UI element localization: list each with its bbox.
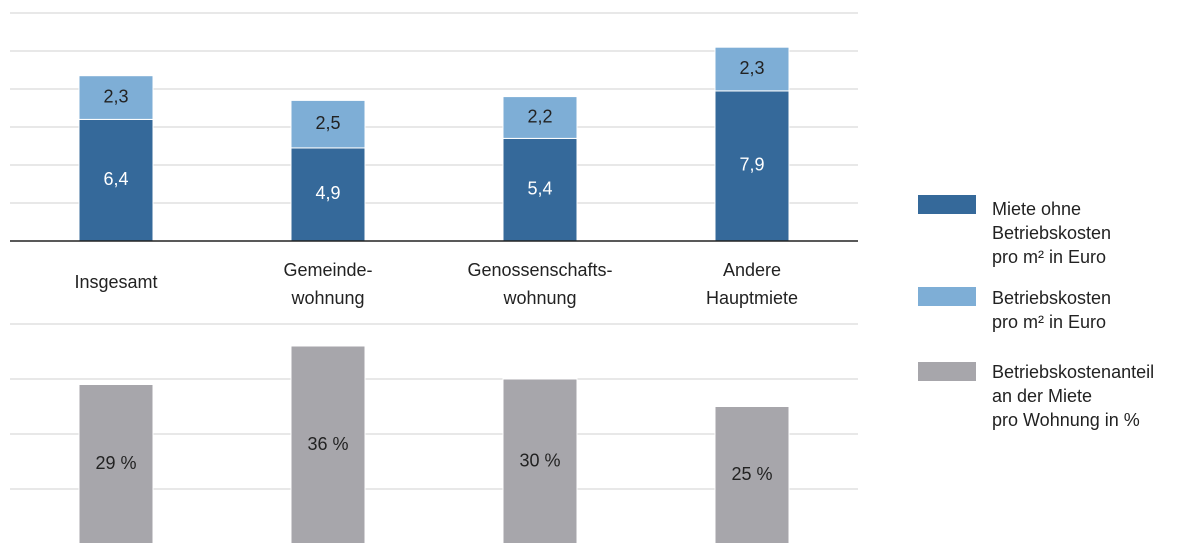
value-label: 7,9 (739, 155, 764, 175)
bar (714, 406, 790, 543)
value-label: 6,4 (103, 169, 128, 189)
x-tick-label: Insgesamt (74, 272, 157, 292)
legend-label: pro m² in Euro (992, 312, 1106, 332)
legend-label: Betriebskosten (992, 288, 1111, 308)
value-label: 2,5 (315, 113, 340, 133)
x-tick-label: wohnung (502, 288, 576, 308)
value-label: 5,4 (527, 178, 552, 198)
bar (290, 345, 366, 543)
x-tick-label: Gemeinde- (283, 260, 372, 280)
value-label: 4,9 (315, 183, 340, 203)
x-tick-label: Andere (723, 260, 781, 280)
legend-label: pro m² in Euro (992, 247, 1106, 267)
value-label: 2,2 (527, 106, 552, 126)
value-label: 36 % (307, 434, 348, 454)
bar (502, 137, 578, 242)
legend-swatch (918, 287, 976, 306)
value-label: 2,3 (103, 86, 128, 106)
bar (78, 384, 154, 543)
x-tick-label: Genossenschafts- (467, 260, 612, 280)
bar (714, 90, 790, 242)
bar (502, 378, 578, 543)
bar (78, 75, 154, 120)
value-label: 25 % (731, 464, 772, 484)
bar (290, 147, 366, 242)
value-label: 30 % (519, 450, 560, 470)
x-tick-label: wohnung (290, 288, 364, 308)
value-label: 29 % (95, 453, 136, 473)
bar (502, 96, 578, 139)
bar (714, 46, 790, 92)
legend-label: pro Wohnung in % (992, 410, 1140, 430)
legend-label: Miete ohne (992, 199, 1081, 219)
bar (290, 99, 366, 149)
legend-label: Betriebskosten (992, 223, 1111, 243)
x-tick-label: Hauptmiete (706, 288, 798, 308)
legend-swatch (918, 362, 976, 381)
value-label: 2,3 (739, 58, 764, 78)
legend-label: Betriebskostenanteil (992, 362, 1154, 382)
legend-swatch (918, 195, 976, 214)
legend-label: an der Miete (992, 386, 1092, 406)
